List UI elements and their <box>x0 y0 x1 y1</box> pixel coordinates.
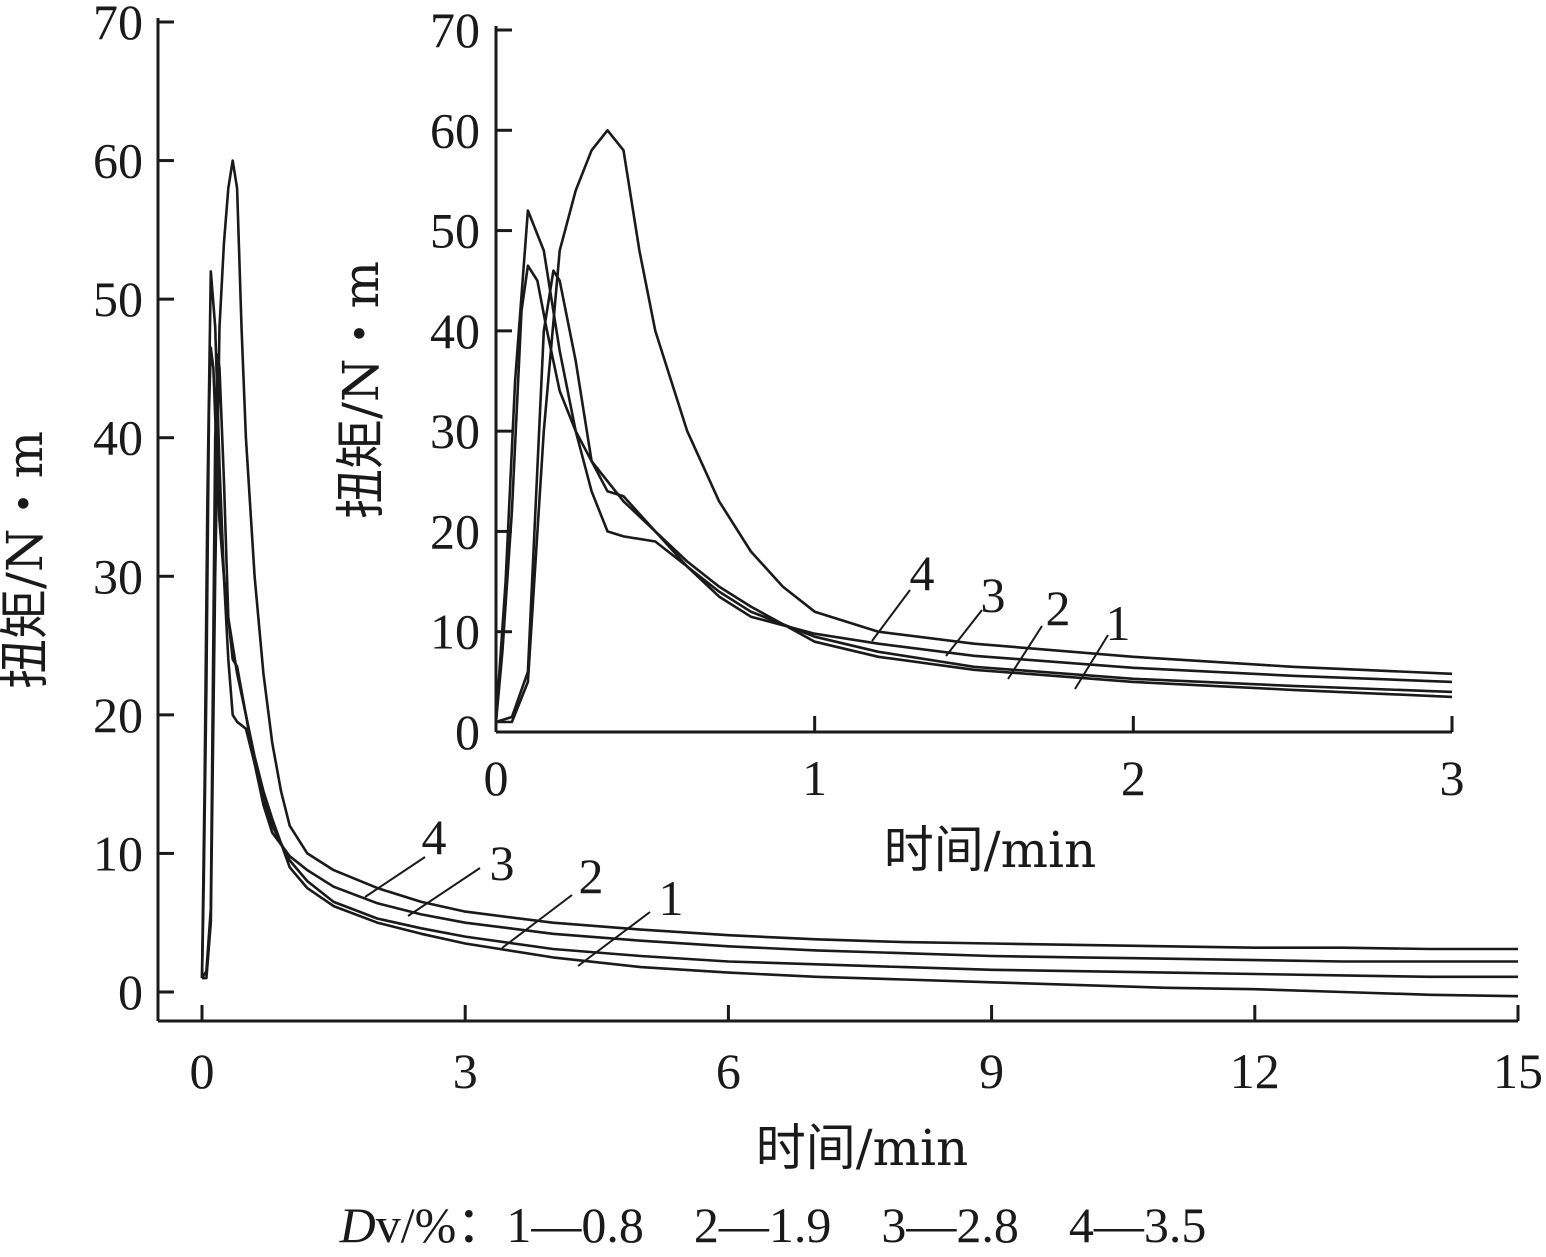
main-x-tick-label: 0 <box>190 1043 215 1099</box>
main-series-line-4 <box>202 159 1518 980</box>
inset-series-label-4: 4 <box>910 545 935 601</box>
main-series-group <box>200 159 1519 998</box>
inset-y-tick-label: 10 <box>430 604 480 660</box>
main-y-tick-label: 40 <box>93 410 143 466</box>
inset-series-label-2: 2 <box>1046 580 1071 636</box>
main-x-tick-label: 12 <box>1230 1043 1280 1099</box>
inset-leader-line-3 <box>945 609 983 657</box>
main-series-line-1 <box>200 346 1519 998</box>
main-leader-line-4 <box>364 856 426 898</box>
legend: Dv/%：1—0.8 2—1.9 3—2.8 4—3.5 <box>339 1197 1207 1253</box>
inset-series-group <box>494 129 1453 724</box>
inset-y-tick-label: 30 <box>430 403 480 459</box>
main-y-tick-label: 30 <box>93 548 143 604</box>
inset-series-line-2 <box>494 209 1453 723</box>
inset-x-tick-label: 3 <box>1440 750 1465 806</box>
inset-leader-line-2 <box>1007 625 1043 680</box>
main-series-label-1: 1 <box>659 870 684 926</box>
inset-y-tick-label: 0 <box>455 704 480 760</box>
main-series-label-3: 3 <box>490 835 515 891</box>
legend-variable: D <box>339 1197 376 1253</box>
main-y-tick-label: 60 <box>93 133 143 189</box>
main-series-line-3 <box>200 353 1518 979</box>
main-y-tick-label: 0 <box>118 964 143 1020</box>
inset-background <box>330 10 1520 770</box>
main-series-label-2: 2 <box>579 848 604 904</box>
main-series-line-2 <box>200 270 1518 979</box>
main-leader-line-3 <box>407 867 481 917</box>
inset-x-tick-label: 2 <box>1121 750 1146 806</box>
legend-items: 1—0.8 2—1.9 3—2.8 4—3.5 <box>506 1197 1206 1253</box>
inset-y-tick-label: 50 <box>430 203 480 259</box>
inset-series-line-4 <box>496 129 1453 724</box>
main-y-tick-label: 70 <box>93 0 143 50</box>
inset-leader-line-4 <box>871 589 911 642</box>
main-y-tick-label: 50 <box>93 271 143 327</box>
main-y-tick-label: 10 <box>93 825 143 881</box>
inset-y-tick-label: 70 <box>430 2 480 58</box>
legend-unit: /%： <box>401 1197 507 1253</box>
inset-x-axis-title: 时间/min <box>884 821 1096 879</box>
main-x-tick-label: 3 <box>453 1043 478 1099</box>
inset-axes <box>494 26 1454 734</box>
legend-variable-sub: v <box>376 1197 401 1253</box>
inset-x-tick-label: 1 <box>802 750 827 806</box>
inset-series-label-1: 1 <box>1106 595 1131 651</box>
inset-series-line-3 <box>495 269 1453 724</box>
inset-y-tick-label: 40 <box>430 303 480 359</box>
inset-series-label-3: 3 <box>981 567 1006 623</box>
inset-y-tick-label: 20 <box>430 503 480 559</box>
inset-leader-line-1 <box>1074 634 1109 690</box>
main-series-label-4: 4 <box>422 809 447 865</box>
main-x-tick-label: 9 <box>979 1043 1004 1099</box>
main-x-tick-label: 6 <box>716 1043 741 1099</box>
inset-y-tick-label: 60 <box>430 102 480 158</box>
inset-series-line-1 <box>494 264 1453 723</box>
main-x-axis-title: 时间/min <box>756 1119 968 1177</box>
main-y-tick-label: 20 <box>93 687 143 743</box>
main-axes <box>156 18 1520 1023</box>
inset-y-axis-title: 扭矩/N・m <box>332 261 390 519</box>
main-leader-line-1 <box>577 911 651 967</box>
main-x-tick-label: 15 <box>1493 1043 1543 1099</box>
main-y-axis-title: 扭矩/N・m <box>0 431 54 689</box>
inset-x-tick-label: 0 <box>484 750 509 806</box>
main-leader-line-2 <box>501 894 573 949</box>
main-leader-lines: 12 34 <box>364 809 684 967</box>
